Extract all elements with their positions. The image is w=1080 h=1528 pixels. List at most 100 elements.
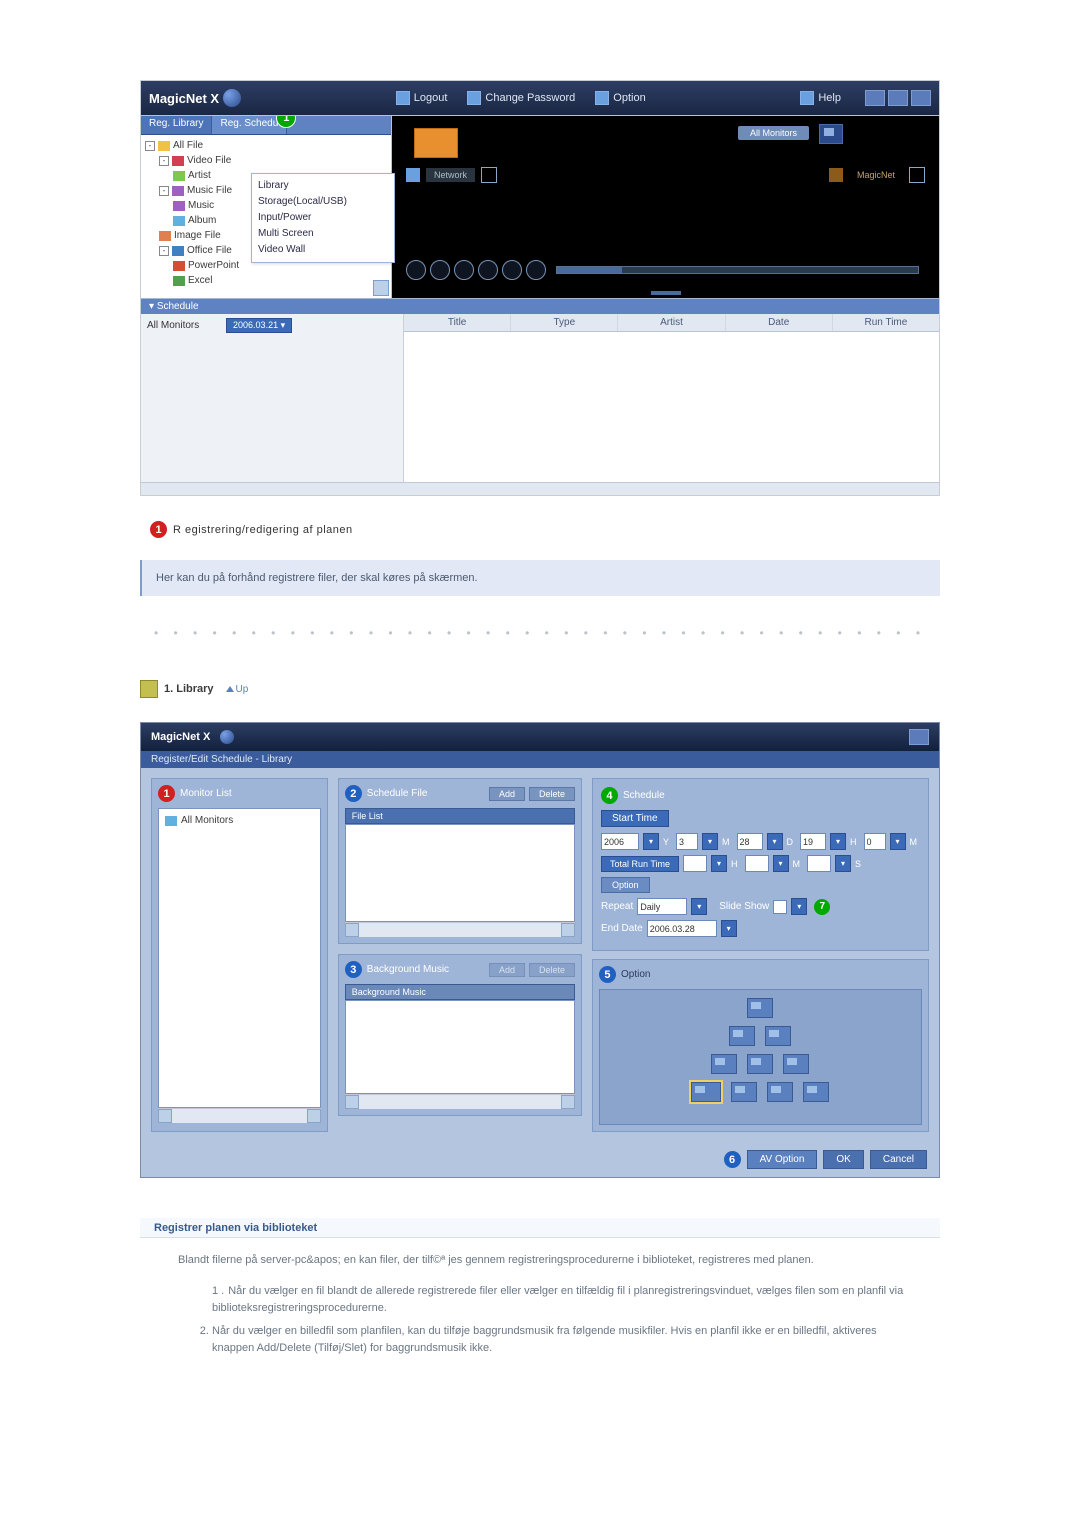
- bg-music-list[interactable]: [345, 1000, 575, 1094]
- day-input[interactable]: [737, 833, 763, 850]
- tree-excel[interactable]: Excel: [188, 273, 212, 288]
- tree-office[interactable]: Office File: [187, 243, 232, 258]
- bg-music-add-button[interactable]: Add: [489, 963, 525, 977]
- trt-h-dd[interactable]: ▾: [711, 855, 727, 872]
- monitor-list[interactable]: All Monitors: [158, 808, 321, 1108]
- av-option-button[interactable]: AV Option: [747, 1150, 818, 1169]
- layout-opt[interactable]: [691, 1082, 721, 1102]
- schedule-file-add-button[interactable]: Add: [489, 787, 525, 801]
- option-button[interactable]: Option: [595, 91, 645, 105]
- col-artist[interactable]: Artist: [618, 314, 725, 331]
- rewind-button[interactable]: [454, 260, 474, 280]
- year-input[interactable]: [601, 833, 639, 850]
- doc-heading: Registrer planen via biblioteket: [140, 1218, 940, 1238]
- start-time-button[interactable]: Start Time: [601, 810, 669, 827]
- play-button[interactable]: [478, 260, 498, 280]
- change-password-button[interactable]: Change Password: [467, 91, 575, 105]
- col-date[interactable]: Date: [726, 314, 833, 331]
- layout-opt[interactable]: [765, 1026, 791, 1046]
- repeat-dd[interactable]: ▾: [691, 898, 707, 915]
- seek-bar[interactable]: [556, 266, 919, 274]
- tree-album[interactable]: Album: [188, 213, 216, 228]
- tab-reg-library[interactable]: Reg. Library: [141, 116, 212, 134]
- submenu-video-wall[interactable]: Video Wall: [258, 242, 388, 258]
- stop-button[interactable]: [430, 260, 450, 280]
- all-monitors-pill[interactable]: All Monitors: [738, 126, 809, 140]
- tree-music[interactable]: Music: [188, 198, 214, 213]
- up-link[interactable]: Up: [236, 684, 249, 695]
- schedule-file-delete-button[interactable]: Delete: [529, 787, 575, 801]
- file-list[interactable]: [345, 824, 575, 922]
- trt-s-dd[interactable]: ▾: [835, 855, 851, 872]
- prev-track-button[interactable]: [406, 260, 426, 280]
- window-controls: [865, 90, 931, 106]
- help-button[interactable]: Help: [800, 91, 841, 105]
- next-track-button[interactable]: [526, 260, 546, 280]
- trt-m-dd[interactable]: ▾: [773, 855, 789, 872]
- layout-opt[interactable]: [747, 1054, 773, 1074]
- tree-image[interactable]: Image File: [174, 228, 221, 243]
- tree-artist[interactable]: Artist: [188, 168, 211, 183]
- pane-resize-handle[interactable]: [651, 291, 681, 295]
- month-dd[interactable]: ▾: [702, 833, 718, 850]
- monitor-list-item[interactable]: All Monitors: [163, 813, 316, 828]
- end-date-dd[interactable]: ▾: [721, 920, 737, 937]
- year-dd[interactable]: ▾: [643, 833, 659, 850]
- tree-all-file[interactable]: All File: [173, 138, 203, 153]
- ok-button[interactable]: OK: [823, 1150, 863, 1169]
- layout-opt[interactable]: [729, 1026, 755, 1046]
- layout-opt[interactable]: [711, 1054, 737, 1074]
- monitor-list-hscroll[interactable]: [158, 1108, 321, 1123]
- layout-opt[interactable]: [747, 998, 773, 1018]
- col-runtime[interactable]: Run Time: [833, 314, 939, 331]
- forward-button[interactable]: [502, 260, 522, 280]
- submenu-input-power[interactable]: Input/Power: [258, 210, 388, 226]
- trt-s-input[interactable]: [807, 855, 831, 872]
- monitor-grid-icon[interactable]: [819, 124, 843, 144]
- end-date-input[interactable]: [647, 920, 717, 937]
- context-submenu[interactable]: Library Storage(Local/USB) Input/Power M…: [251, 173, 395, 263]
- magicnet-state[interactable]: [909, 167, 925, 183]
- repeat-select[interactable]: [637, 898, 687, 915]
- cancel-button[interactable]: Cancel: [870, 1150, 927, 1169]
- tree-scroll-down[interactable]: [373, 280, 389, 296]
- tree-music-file[interactable]: Music File: [187, 183, 232, 198]
- divider-dots: • • • • • • • • • • • • • • • • • • • • …: [140, 626, 940, 640]
- min-dd[interactable]: ▾: [890, 833, 906, 850]
- layout-opt[interactable]: [731, 1082, 757, 1102]
- day-dd[interactable]: ▾: [767, 833, 783, 850]
- hour-dd[interactable]: ▾: [830, 833, 846, 850]
- col-type[interactable]: Type: [511, 314, 618, 331]
- month-input[interactable]: [676, 833, 698, 850]
- slide-show-checkbox[interactable]: [773, 900, 787, 914]
- close-button[interactable]: [911, 90, 931, 106]
- bg-music-delete-button[interactable]: Delete: [529, 963, 575, 977]
- min-input[interactable]: [864, 833, 886, 850]
- tree-video[interactable]: Video File: [187, 153, 231, 168]
- schedule-option-button[interactable]: Option: [601, 877, 650, 893]
- trt-m-input[interactable]: [745, 855, 769, 872]
- minimize-button[interactable]: [865, 90, 885, 106]
- layout-opt[interactable]: [783, 1054, 809, 1074]
- maximize-button[interactable]: [888, 90, 908, 106]
- col-title[interactable]: Title: [404, 314, 511, 331]
- hour-input[interactable]: [800, 833, 826, 850]
- submenu-library[interactable]: Library: [258, 178, 388, 194]
- layout-opt[interactable]: [767, 1082, 793, 1102]
- trt-h-input[interactable]: [683, 855, 707, 872]
- tab-reg-schedule[interactable]: Reg. Schedu 1: [212, 116, 287, 134]
- total-run-time-button[interactable]: Total Run Time: [601, 856, 679, 872]
- dialog-close-button[interactable]: [909, 729, 929, 745]
- schedule-date-select[interactable]: 2006.03.21: [226, 318, 292, 333]
- layout-opt[interactable]: [803, 1082, 829, 1102]
- network-state[interactable]: [481, 167, 497, 183]
- slide-show-dd[interactable]: ▾: [791, 898, 807, 915]
- schedule-header[interactable]: ▾ Schedule: [141, 298, 939, 314]
- tree-ppt[interactable]: PowerPoint: [188, 258, 239, 273]
- submenu-storage[interactable]: Storage(Local/USB): [258, 194, 388, 210]
- logout-button[interactable]: Logout: [396, 91, 448, 105]
- file-list-hscroll[interactable]: [345, 922, 575, 937]
- bg-music-hscroll[interactable]: [345, 1094, 575, 1109]
- tab-reg-schedule-label: Reg. Schedu: [220, 118, 278, 129]
- submenu-multi-screen[interactable]: Multi Screen: [258, 226, 388, 242]
